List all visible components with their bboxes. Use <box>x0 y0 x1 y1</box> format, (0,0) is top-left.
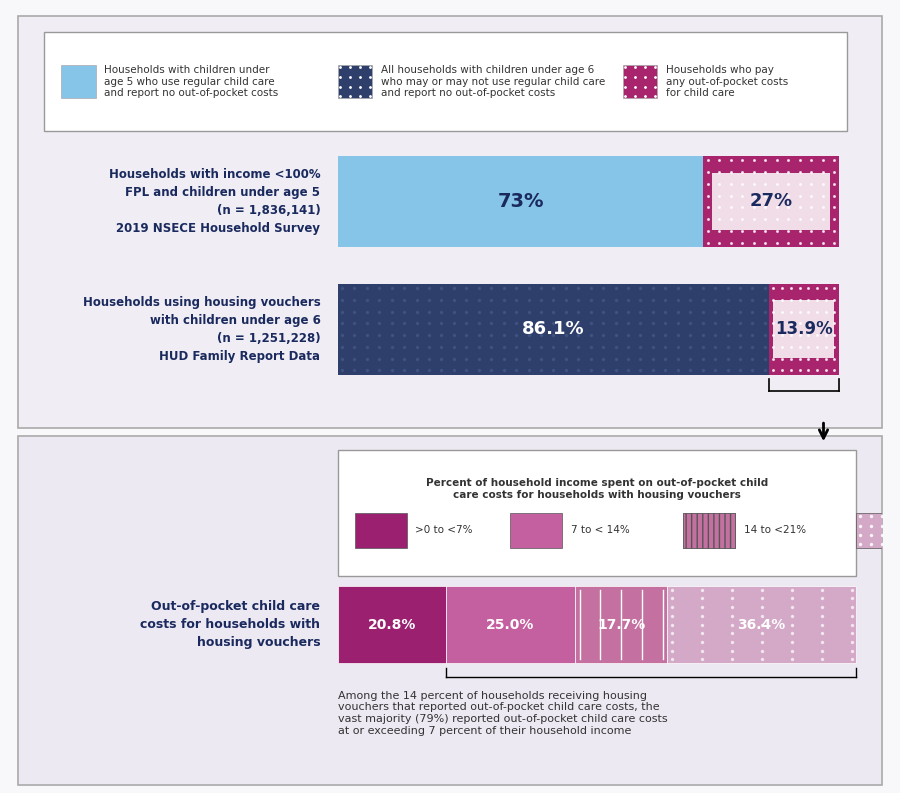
Text: Percent of household income spent on out-of-pocket child
care costs for househol: Percent of household income spent on out… <box>426 478 768 500</box>
Bar <box>773 301 834 358</box>
Bar <box>446 586 575 663</box>
Bar <box>683 513 735 548</box>
Text: 17.7%: 17.7% <box>597 618 645 631</box>
Bar <box>683 513 735 548</box>
Bar <box>712 173 830 230</box>
Text: 27%: 27% <box>750 193 793 210</box>
Bar <box>575 586 667 663</box>
Bar <box>623 65 657 98</box>
Text: Among the 14 percent of households receiving housing
vouchers that reported out-: Among the 14 percent of households recei… <box>338 691 667 736</box>
Bar <box>510 513 562 548</box>
FancyBboxPatch shape <box>18 436 882 785</box>
Bar <box>355 513 407 548</box>
Text: 7 to < 14%: 7 to < 14% <box>571 525 630 535</box>
Bar <box>338 156 704 247</box>
Text: Households with income <100%
FPL and children under age 5
(n = 1,836,141)
2019 N: Households with income <100% FPL and chi… <box>109 168 320 235</box>
FancyBboxPatch shape <box>44 33 848 132</box>
Bar <box>338 284 770 374</box>
Bar <box>338 450 856 576</box>
Bar <box>61 65 95 98</box>
Text: 25.0%: 25.0% <box>486 618 535 631</box>
FancyBboxPatch shape <box>18 16 882 428</box>
Text: 13.9%: 13.9% <box>775 320 832 339</box>
Text: 20.8%: 20.8% <box>367 618 416 631</box>
Text: 36.4%: 36.4% <box>737 618 786 631</box>
Bar <box>338 586 446 663</box>
Text: Out-of-pocket child care
costs for households with
housing vouchers: Out-of-pocket child care costs for house… <box>140 600 320 649</box>
Text: 73%: 73% <box>498 192 544 211</box>
Bar <box>667 586 856 663</box>
Text: Households using housing vouchers
with children under age 6
(n = 1,251,228)
HUD : Households using housing vouchers with c… <box>83 296 320 362</box>
Bar <box>856 513 900 548</box>
Text: 14 to <21%: 14 to <21% <box>743 525 806 535</box>
Text: >0 to <7%: >0 to <7% <box>416 525 472 535</box>
Bar <box>338 65 373 98</box>
Text: 86.1%: 86.1% <box>522 320 585 339</box>
Text: Households with children under
age 5 who use regular child care
and report no ou: Households with children under age 5 who… <box>104 65 279 98</box>
Text: All households with children under age 6
who may or may not use regular child ca: All households with children under age 6… <box>381 65 605 98</box>
Text: Households who pay
any out-of-pocket costs
for child care: Households who pay any out-of-pocket cos… <box>666 65 788 98</box>
Bar <box>770 284 839 374</box>
Bar <box>704 156 839 247</box>
